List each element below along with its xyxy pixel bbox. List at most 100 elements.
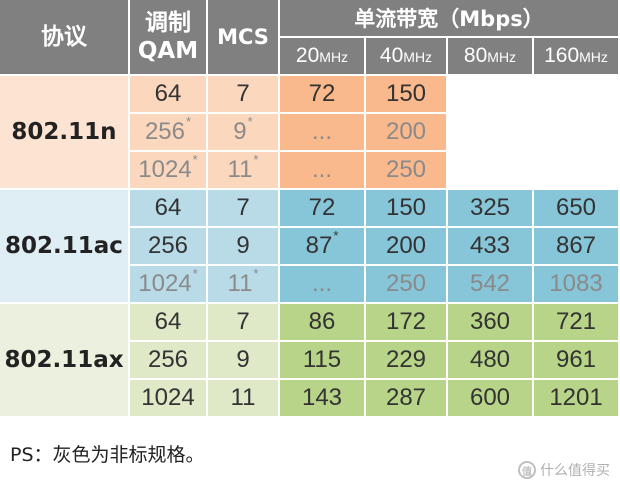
mcs-header: MCS xyxy=(208,0,280,76)
mcs-cell-value: 11 xyxy=(227,156,253,183)
table-row: 1024* 11*... 250 542 1083 xyxy=(0,266,620,304)
rate-20mhz-cell: 72 xyxy=(280,76,366,114)
rate-160mhz-cell: 721 xyxy=(534,304,620,342)
qam-cell: 256* xyxy=(130,114,208,152)
modulation-header-line1: 调制 xyxy=(145,10,191,36)
rate-20mhz-value: ... xyxy=(311,156,332,183)
nonstandard-mark: * xyxy=(185,114,192,129)
rate-160mhz-cell: 650 xyxy=(534,190,620,228)
rate-160mhz-cell: 1083 xyxy=(534,266,620,304)
rate-40mhz-cell-value: 200 xyxy=(385,232,427,259)
rate-20mhz-value: ... xyxy=(311,270,332,297)
mcs-cell: 11 xyxy=(208,380,280,418)
qam-cell-value: 256 xyxy=(147,346,189,373)
qam-cell: 256 xyxy=(130,228,208,266)
bandwidth-value: 160 xyxy=(544,44,580,67)
rate-80mhz-cell: 480 xyxy=(448,342,534,380)
rate-40mhz-cell-value: 250 xyxy=(385,270,427,297)
mcs-cell-value: 9 xyxy=(236,232,250,259)
rate-80mhz-cell: 433 xyxy=(448,228,534,266)
protocol-cell: 802.11ax xyxy=(0,304,130,418)
modulation-header-line2: QAM xyxy=(137,38,199,64)
bandwidth-header: 单流带宽（Mbps） xyxy=(280,0,620,38)
bandwidth-unit: MHz xyxy=(403,49,433,65)
watermark: 值 什么值得买 xyxy=(518,460,610,480)
rate-20mhz-cell: 143 xyxy=(280,380,366,418)
mcs-cell: 9* xyxy=(208,114,280,152)
protocol-cell: 802.11ac xyxy=(0,190,130,304)
rate-80mhz-cell-value: 360 xyxy=(469,308,511,335)
protocol-cell: 802.11n xyxy=(0,76,130,190)
rate-40mhz-cell: 150 xyxy=(366,190,448,228)
table-body: 802.11n 64 7 72 150 256* 9*... 200 1024* 11*... 25… xyxy=(0,76,620,418)
rate-80mhz-cell: 542 xyxy=(448,266,534,304)
bandwidth-col-header: 20MHz xyxy=(280,38,366,76)
qam-cell: 64 xyxy=(130,190,208,228)
table-row: 1024* 11*... 250 xyxy=(0,152,620,190)
rate-160mhz-cell-value: 721 xyxy=(555,308,597,335)
mcs-cell-value: 11 xyxy=(227,270,253,297)
qam-cell-value: 1024 xyxy=(138,270,192,297)
nonstandard-mark: * xyxy=(253,266,259,281)
table-row: 256* 9*... 200 xyxy=(0,114,620,152)
rate-20mhz-cell: ... xyxy=(280,266,366,304)
mcs-cell-value: 7 xyxy=(236,308,250,335)
rate-20mhz-value: 72 xyxy=(308,80,336,107)
rate-80mhz-cell-value: 325 xyxy=(469,194,511,221)
rate-20mhz-cell: 86 xyxy=(280,304,366,342)
watermark-text: 什么值得买 xyxy=(540,463,610,479)
rate-20mhz-cell: ... xyxy=(280,152,366,190)
rate-80mhz-cell-value: 600 xyxy=(469,384,511,411)
rate-40mhz-cell: 250 xyxy=(366,152,448,190)
qam-cell-value: 256 xyxy=(144,118,185,145)
mcs-cell-value: 7 xyxy=(236,194,250,221)
mcs-cell: 9 xyxy=(208,228,280,266)
mcs-cell: 9 xyxy=(208,342,280,380)
mcs-cell: 7 xyxy=(208,190,280,228)
bandwidth-value: 80 xyxy=(463,44,488,67)
qam-cell-value: 64 xyxy=(154,80,182,107)
bandwidth-unit: MHz xyxy=(319,49,349,65)
qam-cell-value: 1024 xyxy=(138,156,192,183)
rate-20mhz-cell: 72 xyxy=(280,190,366,228)
nonstandard-mark: * xyxy=(192,266,198,281)
wifi-rate-table: 协议 调制 QAM MCS 单流带宽（Mbps） 20MHz 40MHz 80MHz… xyxy=(0,0,620,418)
rate-20mhz-value: 143 xyxy=(301,384,343,411)
rate-40mhz-cell: 200 xyxy=(366,228,448,266)
rate-160mhz-cell xyxy=(534,76,620,114)
qam-cell: 64 xyxy=(130,304,208,342)
rate-20mhz-value: 86 xyxy=(308,308,336,335)
qam-cell-value: 64 xyxy=(154,308,182,335)
rate-40mhz-cell-value: 200 xyxy=(385,118,427,145)
bandwidth-col-header: 40MHz xyxy=(366,38,448,76)
rate-40mhz-cell-value: 229 xyxy=(385,346,427,373)
rate-80mhz-cell xyxy=(448,114,534,152)
rate-160mhz-cell: 961 xyxy=(534,342,620,380)
table-header: 协议 调制 QAM MCS 单流带宽（Mbps） 20MHz 40MHz 80MHz… xyxy=(0,0,620,76)
rate-80mhz-cell: 360 xyxy=(448,304,534,342)
table-row: 1024 11 143 287 600 1201 xyxy=(0,380,620,418)
rate-20mhz-value: ... xyxy=(311,118,332,145)
rate-160mhz-cell-value: 650 xyxy=(555,194,597,221)
rate-20mhz-value: 72 xyxy=(308,194,336,221)
bandwidth-value: 40 xyxy=(379,44,404,67)
mcs-cell-value: 7 xyxy=(236,80,250,107)
rate-160mhz-cell: 867 xyxy=(534,228,620,266)
rate-160mhz-cell xyxy=(534,152,620,190)
qam-cell: 256 xyxy=(130,342,208,380)
rate-40mhz-cell: 287 xyxy=(366,380,448,418)
rate-40mhz-cell: 250 xyxy=(366,266,448,304)
qam-cell: 1024* xyxy=(130,266,208,304)
modulation-header: 调制 QAM xyxy=(130,0,208,76)
table-row: 802.11ax 64 7 86 172 360 721 xyxy=(0,304,620,418)
protocol-header: 协议 xyxy=(0,0,130,76)
rate-20mhz-value: 87 xyxy=(305,232,333,259)
rate-40mhz-cell: 172 xyxy=(366,304,448,342)
rate-20mhz-cell: 87* xyxy=(280,228,366,266)
rate-160mhz-cell xyxy=(534,114,620,152)
mcs-cell: 7 xyxy=(208,304,280,342)
qam-cell-value: 256 xyxy=(147,232,189,259)
qam-cell-value: 1024 xyxy=(141,384,195,411)
rate-40mhz-cell-value: 250 xyxy=(385,156,427,183)
rate-80mhz-cell-value: 542 xyxy=(469,270,511,297)
